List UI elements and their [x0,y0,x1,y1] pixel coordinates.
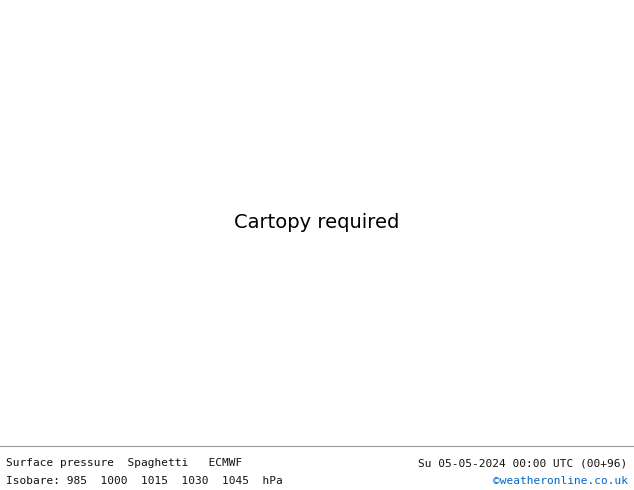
Text: Surface pressure  Spaghetti   ECMWF: Surface pressure Spaghetti ECMWF [6,458,243,468]
Text: Su 05-05-2024 00:00 UTC (00+96): Su 05-05-2024 00:00 UTC (00+96) [418,458,628,468]
Text: Isobare: 985  1000  1015  1030  1045  hPa: Isobare: 985 1000 1015 1030 1045 hPa [6,476,283,487]
Text: ©weatheronline.co.uk: ©weatheronline.co.uk [493,476,628,487]
Text: Cartopy required: Cartopy required [235,214,399,232]
